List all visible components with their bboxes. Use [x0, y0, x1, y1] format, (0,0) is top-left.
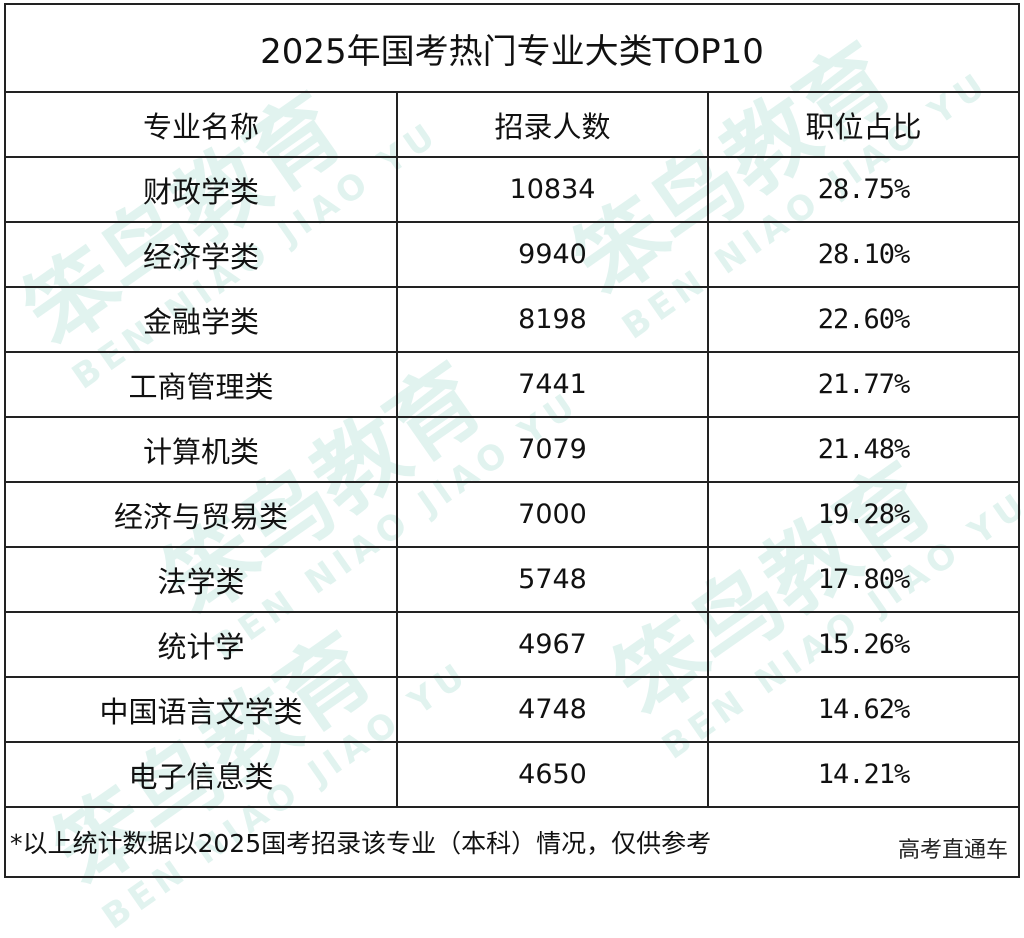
major-name: 中国语言文学类	[4, 676, 398, 743]
table-row: 计算机类 7079 21.48%	[4, 416, 1020, 483]
position-share: 14.21%	[707, 741, 1020, 808]
admission-count: 9940	[396, 221, 709, 288]
admission-count: 4748	[396, 676, 709, 743]
stats-sheet: 2025年国考热门专业大类TOP10 专业名称 招录人数 职位占比 财政学类 1…	[4, 3, 1020, 881]
header-row: 专业名称 招录人数 职位占比	[4, 91, 1020, 158]
admission-count: 10834	[396, 156, 709, 223]
position-share: 28.10%	[707, 221, 1020, 288]
table-row: 法学类 5748 17.80%	[4, 546, 1020, 613]
header-share: 职位占比	[707, 91, 1020, 158]
major-name: 财政学类	[4, 156, 398, 223]
position-share: 22.60%	[707, 286, 1020, 353]
table-row: 经济学类 9940 28.10%	[4, 221, 1020, 288]
table-row: 中国语言文学类 4748 14.62%	[4, 676, 1020, 743]
major-name: 经济学类	[4, 221, 398, 288]
footnote: *以上统计数据以2025国考招录该专业（本科）情况，仅供参考	[10, 829, 712, 858]
position-share: 19.28%	[707, 481, 1020, 548]
source-label: 高考直通车	[897, 838, 1008, 863]
footnote-cell: *以上统计数据以2025国考招录该专业（本科）情况，仅供参考 高考直通车	[4, 806, 1020, 878]
position-share: 21.48%	[707, 416, 1020, 483]
table-row: 电子信息类 4650 14.21%	[4, 741, 1020, 808]
header-count: 招录人数	[396, 91, 709, 158]
table-row: 统计学 4967 15.26%	[4, 611, 1020, 678]
admission-count: 4650	[396, 741, 709, 808]
table-row: 经济与贸易类 7000 19.28%	[4, 481, 1020, 548]
admission-count: 7000	[396, 481, 709, 548]
major-name: 计算机类	[4, 416, 398, 483]
table-row: 工商管理类 7441 21.77%	[4, 351, 1020, 418]
table-row: 金融学类 8198 22.60%	[4, 286, 1020, 353]
top10-table: 2025年国考热门专业大类TOP10 专业名称 招录人数 职位占比 财政学类 1…	[4, 3, 1020, 878]
position-share: 21.77%	[707, 351, 1020, 418]
position-share: 14.62%	[707, 676, 1020, 743]
admission-count: 8198	[396, 286, 709, 353]
position-share: 17.80%	[707, 546, 1020, 613]
major-name: 经济与贸易类	[4, 481, 398, 548]
table-row: 财政学类 10834 28.75%	[4, 156, 1020, 223]
major-name: 法学类	[4, 546, 398, 613]
position-share: 28.75%	[707, 156, 1020, 223]
major-name: 工商管理类	[4, 351, 398, 418]
header-major: 专业名称	[4, 91, 398, 158]
admission-count: 4967	[396, 611, 709, 678]
table-title: 2025年国考热门专业大类TOP10	[4, 3, 1020, 93]
major-name: 金融学类	[4, 286, 398, 353]
admission-count: 7441	[396, 351, 709, 418]
position-share: 15.26%	[707, 611, 1020, 678]
major-name: 统计学	[4, 611, 398, 678]
major-name: 电子信息类	[4, 741, 398, 808]
admission-count: 5748	[396, 546, 709, 613]
admission-count: 7079	[396, 416, 709, 483]
